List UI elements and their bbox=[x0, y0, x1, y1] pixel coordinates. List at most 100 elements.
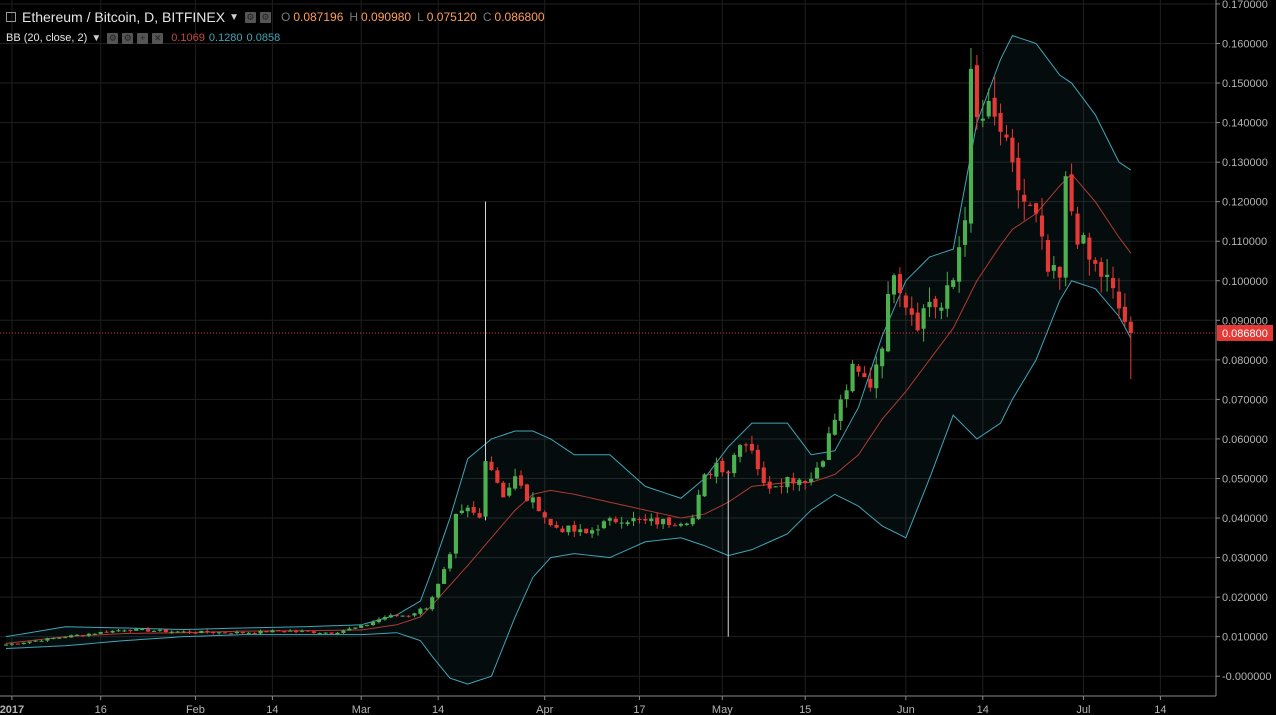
candle-body bbox=[483, 461, 488, 517]
candle-body bbox=[755, 449, 760, 470]
candle-body bbox=[1110, 277, 1116, 289]
candle-body bbox=[359, 625, 364, 628]
y-tick-label: -0.000000 bbox=[1222, 671, 1272, 683]
candle-body bbox=[394, 615, 399, 617]
candle-body bbox=[986, 100, 991, 117]
y-tick-label: 0.060000 bbox=[1222, 434, 1268, 446]
candle-body bbox=[288, 630, 293, 632]
candle-body bbox=[1099, 261, 1104, 277]
candle-body bbox=[294, 631, 299, 633]
indicator-name[interactable]: BB (20, close, 2) bbox=[6, 32, 88, 44]
bb-upper-line bbox=[5, 34, 1132, 638]
candle-body bbox=[548, 518, 553, 526]
collapse-box-icon[interactable] bbox=[6, 12, 16, 22]
candle-body bbox=[524, 484, 530, 501]
candle-body bbox=[832, 419, 837, 435]
candle-body bbox=[507, 487, 512, 496]
indicator-settings-icon[interactable]: ⚙ bbox=[107, 32, 119, 44]
candle-body bbox=[430, 597, 435, 610]
candle-body bbox=[329, 632, 334, 634]
candle-body bbox=[643, 518, 648, 521]
candle-body bbox=[459, 510, 464, 514]
candle-body bbox=[495, 470, 500, 483]
gear-icon[interactable]: ⚙ bbox=[259, 11, 271, 23]
candle-body bbox=[714, 462, 719, 477]
candle-body bbox=[785, 477, 790, 488]
candle-body bbox=[489, 461, 494, 471]
candle-body bbox=[1022, 194, 1027, 202]
candle-body bbox=[820, 461, 826, 467]
y-tick-label: 0.030000 bbox=[1222, 553, 1268, 565]
candle-body bbox=[471, 507, 476, 513]
x-tick-label: 16 bbox=[95, 704, 107, 715]
candle-body bbox=[1105, 274, 1110, 277]
candle-body bbox=[264, 630, 269, 633]
x-tick-label: Feb bbox=[186, 704, 205, 715]
candle-body bbox=[572, 524, 577, 532]
candle-body bbox=[974, 65, 979, 118]
candle-body bbox=[903, 295, 908, 308]
bollinger-bands bbox=[5, 34, 1132, 685]
y-axis-panel bbox=[1216, 0, 1276, 715]
indicator-chevron-icon[interactable]: ▼ bbox=[91, 32, 102, 44]
candle-body bbox=[933, 298, 938, 308]
settings-icon[interactable]: ⚙ bbox=[244, 11, 256, 23]
candle-body bbox=[536, 496, 541, 512]
candle-body bbox=[252, 633, 257, 635]
candle-body bbox=[9, 643, 14, 645]
candle-body bbox=[169, 631, 174, 633]
candle-body bbox=[347, 628, 352, 631]
close-value: 0.086800 bbox=[494, 10, 545, 24]
candle-body bbox=[720, 460, 725, 473]
indicator-add-icon[interactable]: + bbox=[137, 32, 149, 44]
candle-body bbox=[625, 522, 630, 525]
candle-body bbox=[601, 521, 606, 529]
candle-body bbox=[370, 622, 376, 626]
y-tick-label: 0.080000 bbox=[1222, 355, 1268, 367]
candle-body bbox=[406, 615, 411, 617]
candle-body bbox=[690, 517, 695, 525]
bb-middle-value: 0.1069 bbox=[171, 32, 205, 44]
candle-body bbox=[897, 274, 902, 293]
candle-body bbox=[939, 307, 944, 311]
indicator-close-icon[interactable]: ✕ bbox=[152, 32, 164, 44]
candle-body bbox=[110, 630, 115, 633]
candle-body bbox=[205, 630, 210, 633]
candle-body bbox=[282, 631, 287, 633]
candle-body bbox=[376, 619, 382, 623]
candle-body bbox=[637, 518, 642, 520]
candle-body bbox=[962, 220, 968, 245]
x-tick-label: 14 bbox=[432, 704, 444, 715]
candles-layer[interactable] bbox=[3, 48, 1133, 646]
indicator-gear-icon[interactable]: ⚙ bbox=[122, 32, 134, 44]
chevron-down-icon[interactable]: ▼ bbox=[229, 11, 239, 23]
candle-body bbox=[151, 630, 157, 632]
candle-body bbox=[193, 632, 198, 634]
candle-body bbox=[341, 630, 346, 633]
candle-body bbox=[388, 615, 393, 618]
last-price-layer: 0.086800 bbox=[0, 324, 1273, 341]
candle-body bbox=[702, 474, 707, 497]
candle-body bbox=[335, 632, 340, 635]
candle-body bbox=[957, 247, 962, 282]
candle-body bbox=[672, 525, 678, 527]
x-tick-label: 15 bbox=[799, 704, 811, 715]
candle-body bbox=[1051, 265, 1056, 271]
candle-body bbox=[382, 617, 387, 620]
candle-body bbox=[891, 275, 897, 295]
symbol-title[interactable]: Ethereum / Bitcoin, D, BITFINEX bbox=[22, 9, 226, 25]
close-label: C bbox=[482, 10, 492, 24]
y-tick-label: 0.120000 bbox=[1222, 197, 1268, 209]
y-tick-label: 0.010000 bbox=[1222, 632, 1268, 644]
candle-body bbox=[791, 477, 796, 484]
candle-body bbox=[27, 641, 32, 643]
x-tick-label: 17 bbox=[633, 704, 645, 715]
candle-body bbox=[1116, 291, 1122, 309]
candle-body bbox=[880, 348, 885, 367]
candle-body bbox=[181, 631, 186, 633]
y-tick-label: 0.090000 bbox=[1222, 315, 1268, 327]
candle-body bbox=[477, 513, 482, 518]
candle-body bbox=[228, 633, 234, 635]
candle-body bbox=[909, 308, 914, 315]
